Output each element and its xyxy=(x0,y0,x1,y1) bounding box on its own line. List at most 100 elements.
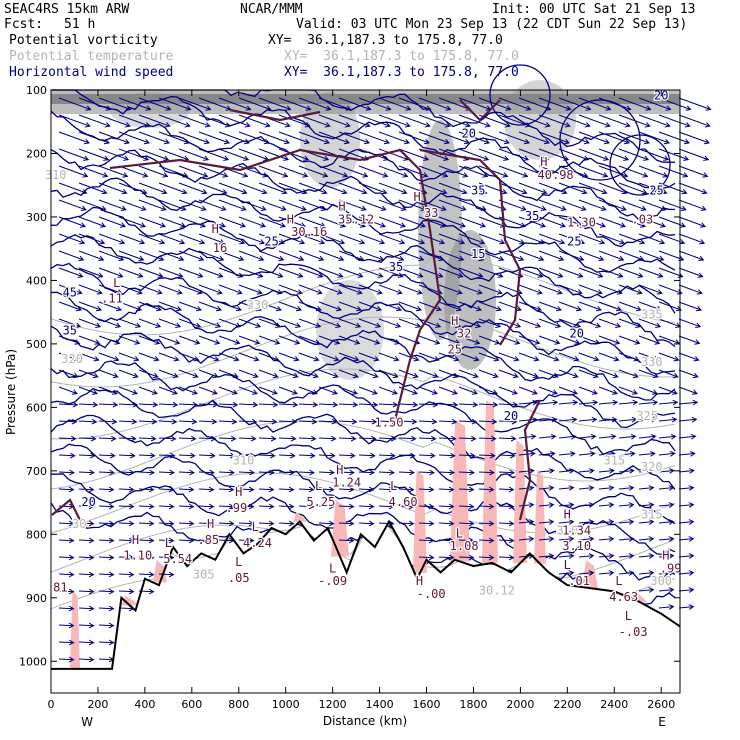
contour-label: H xyxy=(207,517,214,531)
contour-label: 5.54 xyxy=(163,552,192,566)
wind-vector xyxy=(278,131,310,145)
wind-vector xyxy=(118,418,138,425)
wind-vector xyxy=(58,352,80,362)
wind-vector xyxy=(98,250,125,262)
contour-label: H xyxy=(212,222,219,236)
wind-vector xyxy=(218,114,251,128)
wind-vector xyxy=(218,335,241,345)
x-tick-label: 1600 xyxy=(413,698,441,711)
wind-vector xyxy=(558,485,575,491)
wind-vector xyxy=(218,452,236,459)
wind-vector xyxy=(418,486,435,493)
wind-vector xyxy=(298,165,329,178)
wind-vector xyxy=(678,182,708,195)
wind-vector xyxy=(158,267,184,278)
wind-vector xyxy=(98,503,115,510)
wind-vector xyxy=(598,519,615,525)
wind-vector xyxy=(338,537,355,544)
wind-speed-contour xyxy=(50,443,676,556)
wind-vector xyxy=(118,301,142,312)
wind-vector xyxy=(538,301,562,312)
wind-vector xyxy=(558,165,589,178)
wind-vector xyxy=(418,469,435,476)
wind-vector xyxy=(418,114,451,128)
wind-vector xyxy=(278,301,302,312)
wind-vector xyxy=(138,486,155,493)
wind-vector xyxy=(558,233,586,245)
wind-vector xyxy=(318,114,351,128)
wind-vector xyxy=(358,486,375,493)
wind-vector xyxy=(58,386,78,395)
wind-vector xyxy=(258,469,275,476)
y-tick-label: 200 xyxy=(26,147,47,160)
wind-vector xyxy=(318,182,348,195)
y-axis-label: Pressure (hPa) xyxy=(4,349,18,435)
wind-vector xyxy=(458,250,485,262)
wind-vector xyxy=(518,131,550,145)
contour-label: 25 xyxy=(649,184,663,198)
wind-vector xyxy=(658,587,675,593)
wind-vector xyxy=(358,301,382,312)
wind-vector xyxy=(658,131,690,145)
wind-vector xyxy=(478,233,506,245)
wind-vector xyxy=(278,435,297,442)
wind-vector xyxy=(538,114,571,128)
wind-vector xyxy=(78,452,96,459)
wind-vector xyxy=(198,537,215,544)
wind-vector xyxy=(578,570,595,576)
wind-vector xyxy=(618,386,638,395)
wind-vector xyxy=(658,352,680,362)
wind-vector xyxy=(198,503,215,510)
wind-vector xyxy=(98,554,115,561)
wind-vector xyxy=(58,418,78,425)
wind-vector xyxy=(578,267,604,278)
wind-vector xyxy=(618,250,645,262)
x-tick-label: 400 xyxy=(134,698,155,711)
wind-vector xyxy=(378,318,402,328)
wind-vector xyxy=(58,401,79,408)
wind-vector xyxy=(118,114,151,128)
wind-vector xyxy=(318,233,346,245)
wind-vector xyxy=(398,233,426,245)
wind-vector xyxy=(318,301,342,312)
contour-label: H xyxy=(451,314,458,328)
terrain xyxy=(51,519,681,670)
wind-vector xyxy=(298,131,330,145)
wind-vector xyxy=(238,216,266,228)
wind-vector xyxy=(658,416,678,423)
wind-vector xyxy=(598,485,615,491)
wind-vector xyxy=(658,301,682,312)
wind-vector xyxy=(438,301,462,312)
pv-contour xyxy=(459,99,501,122)
contour-label: .99 xyxy=(660,561,682,575)
wind-vector xyxy=(678,165,709,178)
wind-vector xyxy=(438,267,464,278)
wind-vector xyxy=(238,401,259,408)
wind-vector xyxy=(78,588,95,595)
wind-vector xyxy=(578,352,600,362)
wind-vector xyxy=(538,386,558,395)
contour-label: 25 xyxy=(567,235,581,249)
contour-label: L xyxy=(456,527,463,541)
wind-vector xyxy=(258,199,287,211)
wind-vector xyxy=(178,452,196,459)
wind-vector xyxy=(438,435,457,442)
wind-vector xyxy=(398,435,417,442)
wind-vector xyxy=(318,386,338,395)
wind-vector xyxy=(78,114,111,128)
contour-label: 45 xyxy=(63,285,77,299)
contour-label: H xyxy=(413,190,420,204)
wind-vector xyxy=(658,369,679,379)
wind-vector xyxy=(478,148,510,161)
wind-vector xyxy=(478,131,510,145)
wind-vector xyxy=(478,386,498,395)
wind-vector xyxy=(378,503,395,510)
wind-vector xyxy=(58,165,89,178)
wind-vector xyxy=(298,386,318,395)
wind-vector xyxy=(358,97,392,111)
wind-vector xyxy=(438,250,465,262)
wind-vector xyxy=(338,301,362,312)
wind-vector xyxy=(58,369,79,379)
wind-vector xyxy=(278,148,310,161)
wind-vector xyxy=(358,503,375,510)
